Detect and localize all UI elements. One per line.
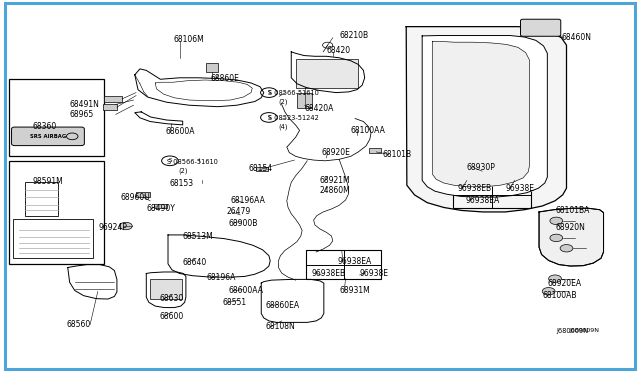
Text: 68600AA: 68600AA	[228, 286, 263, 295]
Text: 68153: 68153	[170, 179, 194, 187]
Text: 68420: 68420	[326, 46, 351, 55]
Text: 68920E: 68920E	[322, 148, 351, 157]
Bar	[206, 63, 218, 72]
Text: 68108N: 68108N	[266, 322, 296, 331]
Polygon shape	[539, 208, 604, 266]
Text: 96938E: 96938E	[360, 269, 388, 278]
Text: 98591M: 98591M	[33, 177, 63, 186]
Bar	[136, 192, 150, 197]
FancyBboxPatch shape	[12, 127, 84, 145]
Text: 96938EA: 96938EA	[338, 257, 372, 266]
Text: 68960U: 68960U	[121, 193, 150, 202]
Text: 68930P: 68930P	[467, 163, 496, 172]
Text: 24860M: 24860M	[320, 186, 351, 195]
Text: 68196AA: 68196AA	[230, 196, 266, 205]
Text: 68900B: 68900B	[228, 219, 257, 228]
Bar	[9, 161, 104, 264]
Bar	[306, 250, 381, 279]
Text: 68490Y: 68490Y	[147, 204, 175, 213]
Text: 68491N: 68491N	[70, 100, 100, 109]
Text: 68931M: 68931M	[339, 286, 370, 295]
Text: (4): (4)	[278, 124, 288, 130]
Text: 68101B: 68101B	[383, 150, 412, 159]
Bar	[296, 59, 358, 88]
Text: S 08523-51242: S 08523-51242	[268, 115, 319, 121]
Polygon shape	[422, 36, 547, 197]
Text: S: S	[267, 90, 271, 95]
Text: 96938EB: 96938EB	[312, 269, 346, 278]
Bar	[453, 180, 531, 208]
Text: 68101BA: 68101BA	[555, 206, 589, 215]
Text: 96938EA: 96938EA	[466, 196, 500, 205]
Polygon shape	[406, 27, 566, 212]
Text: J680009N: J680009N	[570, 328, 600, 333]
Text: 96938EB: 96938EB	[458, 185, 492, 193]
Text: 68640: 68640	[182, 258, 206, 267]
Circle shape	[260, 88, 277, 97]
Text: 68965: 68965	[70, 110, 94, 119]
Text: (2): (2)	[178, 167, 188, 174]
Text: 68921M: 68921M	[320, 176, 351, 185]
Polygon shape	[433, 41, 529, 187]
Text: 68600: 68600	[159, 312, 183, 321]
Circle shape	[548, 275, 561, 282]
Bar	[25, 182, 58, 216]
Text: 68196A: 68196A	[207, 273, 236, 282]
Text: 68420A: 68420A	[305, 104, 334, 113]
Text: 68860EA: 68860EA	[266, 301, 300, 310]
Text: S: S	[168, 158, 172, 163]
Text: 68860E: 68860E	[210, 74, 239, 83]
Bar	[297, 93, 312, 108]
Text: J680009N: J680009N	[556, 327, 588, 334]
Bar	[104, 96, 122, 102]
FancyBboxPatch shape	[520, 19, 561, 36]
Text: 68154: 68154	[248, 164, 273, 173]
Text: S: S	[267, 115, 271, 120]
Text: 68360: 68360	[33, 122, 57, 131]
Text: 68920EA: 68920EA	[547, 279, 582, 288]
Text: 68630: 68630	[159, 294, 183, 303]
Circle shape	[550, 234, 563, 241]
Text: 68551: 68551	[223, 298, 247, 307]
Text: 68210B: 68210B	[339, 31, 368, 41]
Text: 26479: 26479	[227, 208, 251, 217]
Text: S 08566-51610: S 08566-51610	[268, 90, 319, 96]
Text: SRS AIRBAG: SRS AIRBAG	[30, 134, 66, 139]
Bar	[103, 104, 117, 110]
Bar	[9, 78, 104, 156]
Text: 68100AA: 68100AA	[351, 126, 385, 135]
Bar	[256, 167, 268, 171]
Circle shape	[260, 113, 277, 122]
Text: 68106M: 68106M	[173, 35, 204, 44]
Text: 68600A: 68600A	[166, 127, 195, 137]
Text: 68460N: 68460N	[561, 33, 591, 42]
Text: 96938E: 96938E	[505, 185, 534, 193]
Circle shape	[162, 156, 178, 166]
Bar	[150, 279, 182, 299]
Text: (2): (2)	[278, 98, 288, 105]
Text: 68100AB: 68100AB	[542, 291, 577, 300]
Circle shape	[550, 217, 563, 225]
Circle shape	[542, 288, 555, 295]
Text: S 08566-51610: S 08566-51610	[168, 158, 218, 164]
Text: 68920N: 68920N	[555, 223, 585, 232]
Text: 68560: 68560	[67, 320, 91, 329]
Text: 68513M: 68513M	[182, 231, 213, 241]
Bar	[154, 204, 167, 208]
Circle shape	[120, 222, 132, 230]
Circle shape	[560, 244, 573, 252]
Bar	[13, 219, 93, 258]
Bar	[369, 148, 381, 153]
Text: 96924P: 96924P	[99, 223, 127, 232]
